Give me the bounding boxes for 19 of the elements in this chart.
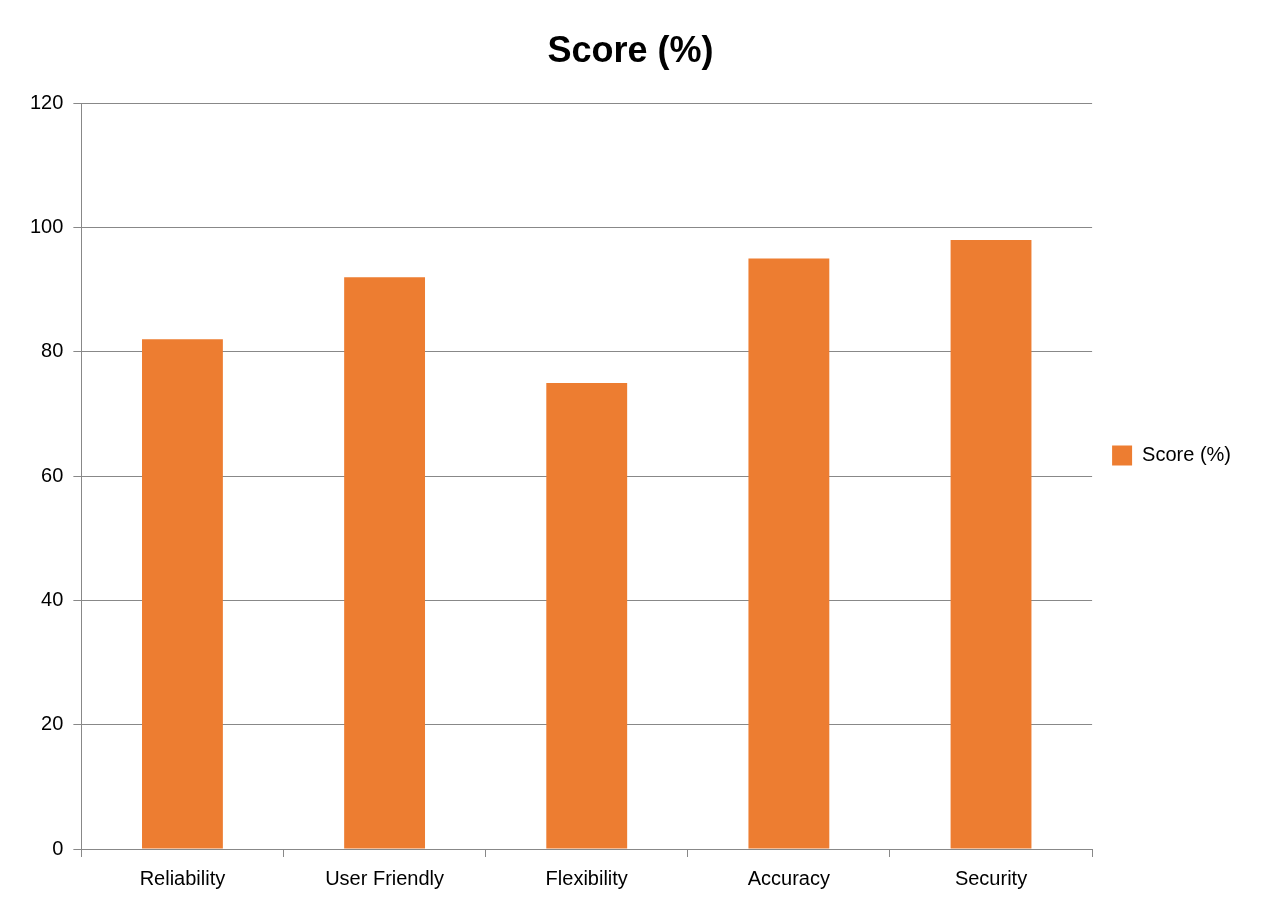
legend-label: Score (%) (1142, 443, 1231, 466)
x-tick-label: Reliability (139, 866, 226, 889)
y-tick-label: 60 (41, 463, 64, 486)
bar (950, 239, 1032, 849)
chart-title: Score (%) (547, 28, 714, 70)
y-tick-label: 40 (41, 587, 64, 610)
x-tick-label: User Friendly (325, 866, 445, 889)
bar (142, 339, 223, 849)
bar (546, 382, 628, 849)
y-tick-label: 20 (41, 712, 64, 735)
y-tick-label: 100 (29, 215, 64, 238)
y-tick-label: 120 (29, 90, 64, 113)
bar (748, 258, 830, 849)
y-tick-label: 80 (41, 339, 64, 362)
x-tick-label: Flexibility (545, 866, 628, 889)
y-tick-label: 0 (52, 836, 64, 859)
x-tick-label: Accuracy (747, 866, 830, 889)
x-tick-label: Security (954, 866, 1028, 889)
bar (344, 277, 426, 849)
